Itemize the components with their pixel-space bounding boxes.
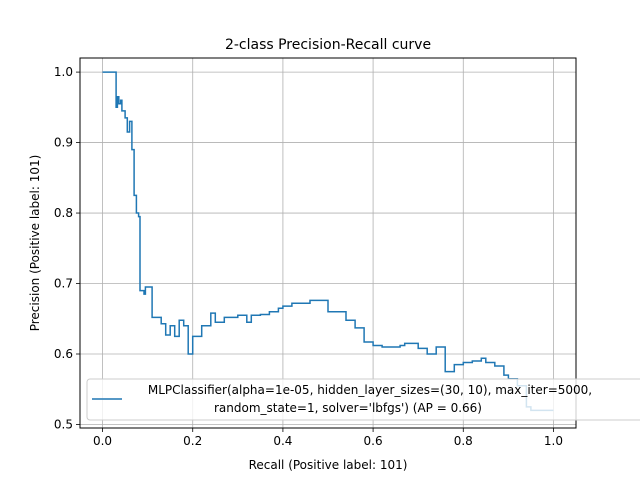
y-tick-label: 0.6 xyxy=(54,347,73,361)
y-tick-label: 0.8 xyxy=(54,206,73,220)
y-tick-label: 0.5 xyxy=(54,417,73,431)
pr-curve-series xyxy=(102,71,554,412)
x-tick-label: 0.0 xyxy=(93,434,112,448)
legend-entry-line-1: MLPClassifier(alpha=1e-05, hidden_layer_… xyxy=(148,383,592,397)
chart-title: 2-class Precision-Recall curve xyxy=(225,37,431,53)
legend-box xyxy=(86,378,640,421)
x-axis-ticks: 0.0 0.2 0.4 0.6 0.8 1.0 xyxy=(93,428,563,448)
y-axis-label: Precision (Positive label: 101) xyxy=(28,155,42,332)
x-tick-label: 0.2 xyxy=(183,434,202,448)
x-tick-label: 0.6 xyxy=(364,434,383,448)
y-tick-label: 0.9 xyxy=(54,136,73,150)
pr-curve-line xyxy=(102,71,554,412)
y-tick-label: 1.0 xyxy=(54,65,73,79)
y-tick-label: 0.7 xyxy=(54,277,73,291)
legend-entry-line-2: random_state=1, solver='lbfgs') (AP = 0.… xyxy=(214,401,482,415)
grid-lines xyxy=(80,58,576,428)
x-tick-label: 0.4 xyxy=(273,434,292,448)
x-tick-label: 0.8 xyxy=(454,434,473,448)
plot-area-frame xyxy=(79,57,577,429)
y-axis-ticks: 0.5 0.6 0.7 0.8 0.9 1.0 xyxy=(54,65,80,431)
x-tick-label: 1.0 xyxy=(544,434,563,448)
x-axis-label: Recall (Positive label: 101) xyxy=(249,458,408,472)
legend: MLPClassifier(alpha=1e-05, hidden_layer_… xyxy=(86,378,640,421)
